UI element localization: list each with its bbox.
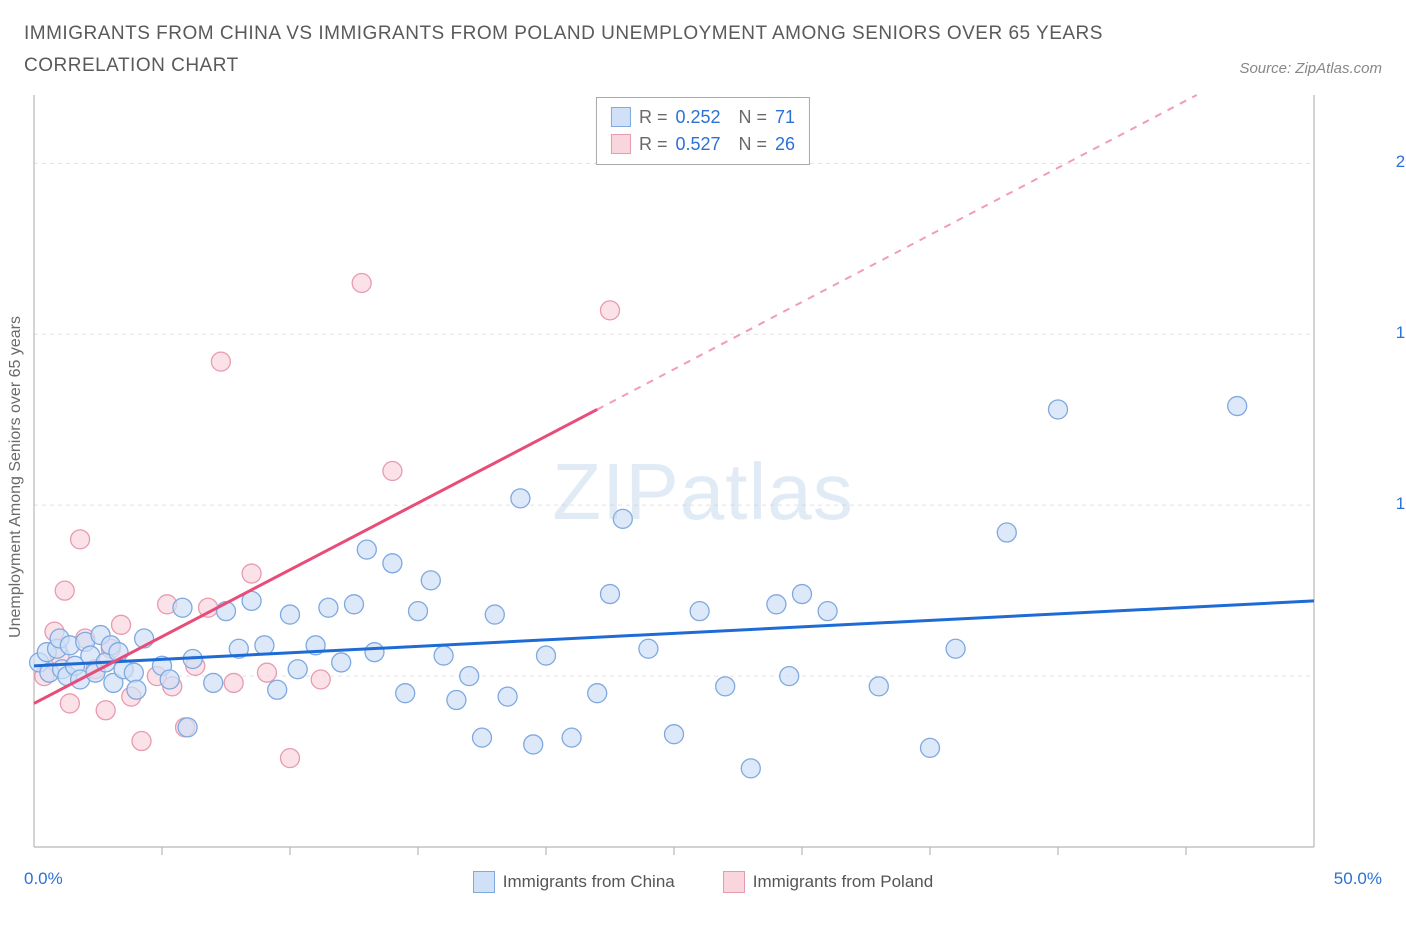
legend-item-poland: Immigrants from Poland [723, 871, 933, 893]
x-axis-end: 50.0% [1334, 869, 1382, 889]
corr-row-poland: R = 0.527 N = 26 [611, 131, 795, 158]
source-attribution: Source: ZipAtlas.com [1239, 60, 1382, 77]
legend-label-china: Immigrants from China [503, 872, 675, 892]
series-legend: Immigrants from China Immigrants from Po… [24, 871, 1382, 893]
scatter-plot [24, 87, 1324, 867]
swatch-china-lg [473, 871, 495, 893]
y-tick-label: 20.0% [1396, 152, 1406, 172]
chart-title: IMMIGRANTS FROM CHINA VS IMMIGRANTS FROM… [24, 18, 1144, 83]
correlation-legend: R = 0.252 N = 71 R = 0.527 N = 26 [596, 97, 810, 165]
swatch-poland-lg [723, 871, 745, 893]
corr-row-china: R = 0.252 N = 71 [611, 104, 795, 131]
swatch-china [611, 107, 631, 127]
x-axis-start: 0.0% [24, 869, 63, 889]
swatch-poland [611, 134, 631, 154]
y-tick-label: 15.0% [1396, 323, 1406, 343]
legend-item-china: Immigrants from China [473, 871, 675, 893]
y-axis-label: Unemployment Among Seniors over 65 years [7, 316, 25, 638]
chart-area: Unemployment Among Seniors over 65 years… [24, 87, 1382, 867]
y-tick-label: 10.0% [1396, 494, 1406, 514]
legend-label-poland: Immigrants from Poland [753, 872, 933, 892]
